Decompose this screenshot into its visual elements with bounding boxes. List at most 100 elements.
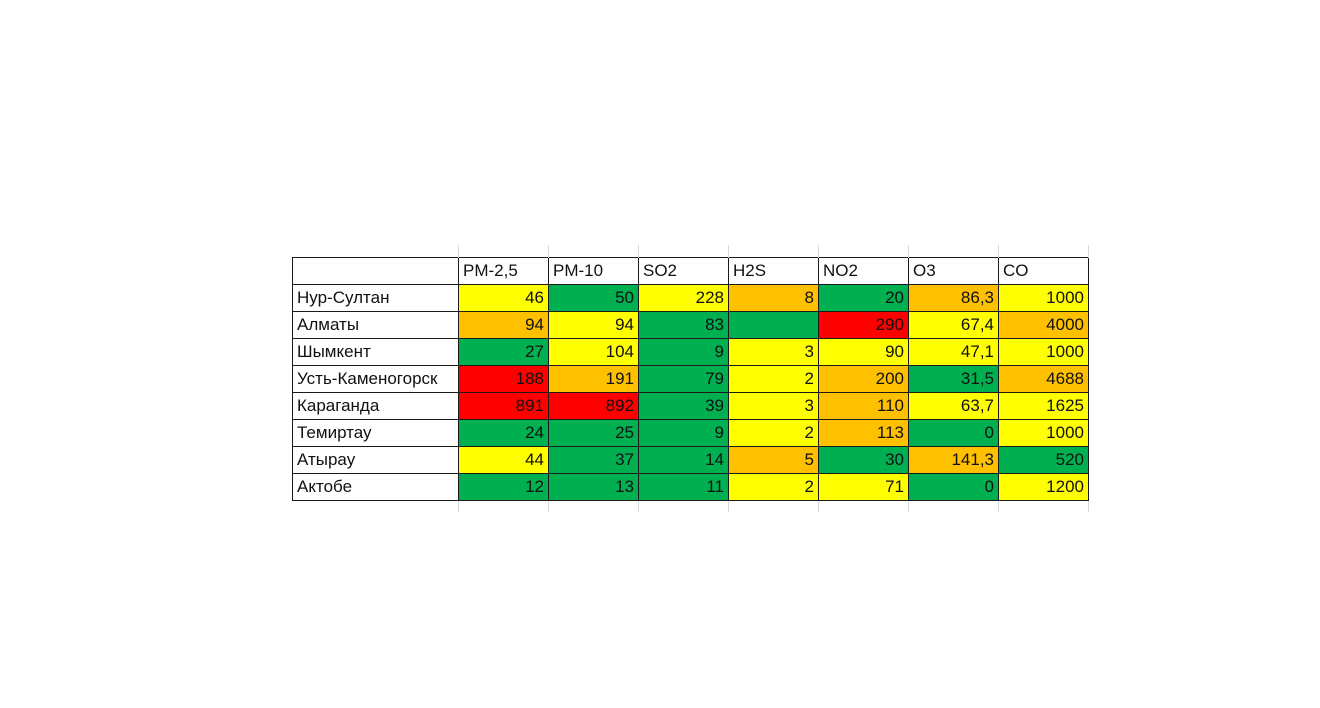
value-cell[interactable]: 47,1 <box>908 337 999 366</box>
value-cell[interactable] <box>728 310 819 339</box>
value-cell[interactable]: 2 <box>728 418 819 447</box>
value-cell[interactable]: 2 <box>728 472 819 501</box>
grid-spacer-top <box>292 245 1089 257</box>
value-cell[interactable]: 31,5 <box>908 364 999 393</box>
value-cell[interactable]: 44 <box>458 445 549 474</box>
city-cell[interactable]: Нур-Султан <box>292 283 459 312</box>
value-cell[interactable]: 12 <box>458 472 549 501</box>
value-cell[interactable]: 113 <box>818 418 909 447</box>
value-cell[interactable]: 46 <box>458 283 549 312</box>
value-cell[interactable]: 86,3 <box>908 283 999 312</box>
value-cell[interactable]: 39 <box>638 391 729 420</box>
value-cell[interactable]: 71 <box>818 472 909 501</box>
table-row: Нур-Султан 46 50 228 8 20 86,3 1000 <box>292 283 1089 312</box>
header-cell-so2[interactable]: SO2 <box>638 256 729 285</box>
value-cell[interactable]: 520 <box>998 445 1089 474</box>
pollution-table-container: PM-2,5 PM-10 SO2 H2S NO2 O3 CO Нур-Султа… <box>292 245 1089 512</box>
value-cell[interactable]: 9 <box>638 418 729 447</box>
value-cell[interactable]: 892 <box>548 391 639 420</box>
value-cell[interactable]: 94 <box>548 310 639 339</box>
value-cell[interactable]: 4000 <box>998 310 1089 339</box>
value-cell[interactable]: 191 <box>548 364 639 393</box>
value-cell[interactable]: 63,7 <box>908 391 999 420</box>
table-row: Алматы 94 94 83 290 67,4 4000 <box>292 310 1089 339</box>
grid-spacer-cell <box>548 245 639 257</box>
header-row: PM-2,5 PM-10 SO2 H2S NO2 O3 CO <box>292 256 1089 285</box>
value-cell[interactable]: 4688 <box>998 364 1089 393</box>
table-row: Караганда 891 892 39 3 110 63,7 1625 <box>292 391 1089 420</box>
grid-spacer-cell <box>638 500 729 512</box>
value-cell[interactable]: 14 <box>638 445 729 474</box>
value-cell[interactable]: 24 <box>458 418 549 447</box>
table-row: Темиртау 24 25 9 2 113 0 1000 <box>292 418 1089 447</box>
value-cell[interactable]: 110 <box>818 391 909 420</box>
value-cell[interactable]: 1000 <box>998 283 1089 312</box>
grid-spacer-cell <box>292 500 459 512</box>
city-cell[interactable]: Усть-Каменогорск <box>292 364 459 393</box>
value-cell[interactable]: 228 <box>638 283 729 312</box>
grid-spacer-cell <box>818 245 909 257</box>
value-cell[interactable]: 90 <box>818 337 909 366</box>
value-cell[interactable]: 0 <box>908 418 999 447</box>
grid-spacer-bottom <box>292 500 1089 512</box>
value-cell[interactable]: 1625 <box>998 391 1089 420</box>
value-cell[interactable]: 290 <box>818 310 909 339</box>
grid-spacer-cell <box>728 500 819 512</box>
grid-spacer-cell <box>908 500 999 512</box>
value-cell[interactable]: 20 <box>818 283 909 312</box>
value-cell[interactable]: 37 <box>548 445 639 474</box>
grid-spacer-cell <box>908 245 999 257</box>
table-row: Шымкент 27 104 9 3 90 47,1 1000 <box>292 337 1089 366</box>
grid-spacer-cell <box>998 500 1089 512</box>
value-cell[interactable]: 3 <box>728 337 819 366</box>
grid-spacer-cell <box>458 245 549 257</box>
value-cell[interactable]: 11 <box>638 472 729 501</box>
header-cell-pm10[interactable]: PM-10 <box>548 256 639 285</box>
header-cell-pm25[interactable]: PM-2,5 <box>458 256 549 285</box>
value-cell[interactable]: 83 <box>638 310 729 339</box>
value-cell[interactable]: 8 <box>728 283 819 312</box>
city-cell[interactable]: Темиртау <box>292 418 459 447</box>
city-cell[interactable]: Актобе <box>292 472 459 501</box>
header-cell-o3[interactable]: O3 <box>908 256 999 285</box>
value-cell[interactable]: 188 <box>458 364 549 393</box>
city-cell[interactable]: Шымкент <box>292 337 459 366</box>
grid-spacer-cell <box>458 500 549 512</box>
value-cell[interactable]: 200 <box>818 364 909 393</box>
header-corner-cell[interactable] <box>292 256 459 285</box>
header-cell-h2s[interactable]: H2S <box>728 256 819 285</box>
value-cell[interactable]: 1000 <box>998 418 1089 447</box>
city-cell[interactable]: Атырау <box>292 445 459 474</box>
value-cell[interactable]: 891 <box>458 391 549 420</box>
value-cell[interactable]: 79 <box>638 364 729 393</box>
pollution-table-body: PM-2,5 PM-10 SO2 H2S NO2 O3 CO Нур-Султа… <box>292 245 1089 512</box>
value-cell[interactable]: 0 <box>908 472 999 501</box>
value-cell[interactable]: 94 <box>458 310 549 339</box>
value-cell[interactable]: 67,4 <box>908 310 999 339</box>
value-cell[interactable]: 104 <box>548 337 639 366</box>
value-cell[interactable]: 1000 <box>998 337 1089 366</box>
value-cell[interactable]: 13 <box>548 472 639 501</box>
value-cell[interactable]: 27 <box>458 337 549 366</box>
value-cell[interactable]: 141,3 <box>908 445 999 474</box>
grid-spacer-cell <box>998 245 1089 257</box>
grid-spacer-cell <box>818 500 909 512</box>
value-cell[interactable]: 2 <box>728 364 819 393</box>
city-cell[interactable]: Алматы <box>292 310 459 339</box>
grid-spacer-cell <box>728 245 819 257</box>
value-cell[interactable]: 5 <box>728 445 819 474</box>
header-cell-co[interactable]: CO <box>998 256 1089 285</box>
value-cell[interactable]: 1200 <box>998 472 1089 501</box>
value-cell[interactable]: 30 <box>818 445 909 474</box>
value-cell[interactable]: 3 <box>728 391 819 420</box>
grid-spacer-cell <box>638 245 729 257</box>
table-row: Атырау 44 37 14 5 30 141,3 520 <box>292 445 1089 474</box>
header-cell-no2[interactable]: NO2 <box>818 256 909 285</box>
value-cell[interactable]: 50 <box>548 283 639 312</box>
table-row: Актобе 12 13 11 2 71 0 1200 <box>292 472 1089 501</box>
grid-spacer-cell <box>292 245 459 257</box>
value-cell[interactable]: 25 <box>548 418 639 447</box>
city-cell[interactable]: Караганда <box>292 391 459 420</box>
table-row: Усть-Каменогорск 188 191 79 2 200 31,5 4… <box>292 364 1089 393</box>
value-cell[interactable]: 9 <box>638 337 729 366</box>
